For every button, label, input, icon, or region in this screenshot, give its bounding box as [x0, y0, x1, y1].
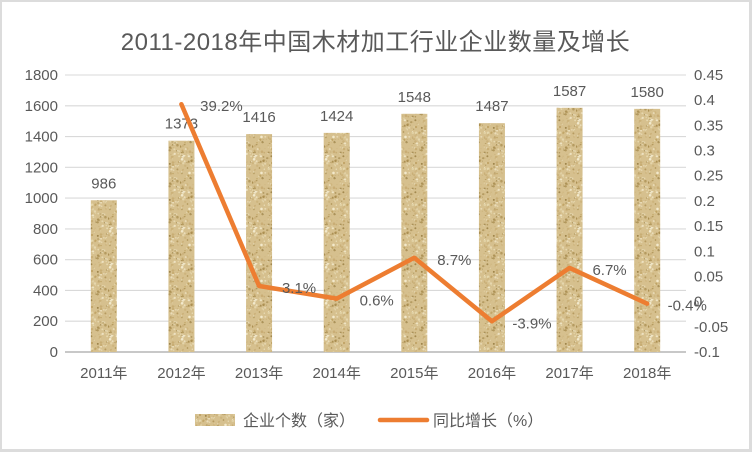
line-point-label: 6.7%	[592, 262, 626, 279]
left-axis-tick-label: 1000	[25, 190, 58, 207]
right-axis-tick-label: 0.3	[694, 143, 715, 160]
bar-2017年	[556, 107, 583, 352]
legend-bar-label: 企业个数（家）	[243, 412, 355, 430]
line-point-label: 3.1%	[282, 280, 316, 297]
left-axis-tick-label: 400	[33, 282, 58, 299]
bar-value-label: 1587	[553, 83, 586, 100]
right-axis-tick-label: 0.25	[694, 168, 723, 185]
bar-2012年	[168, 140, 195, 352]
legend-line-label: 同比增长（%）	[433, 412, 543, 430]
x-axis-label: 2017年	[545, 365, 593, 382]
bar-2013年	[246, 134, 273, 352]
bar-2015年	[401, 113, 428, 352]
legend-bar-swatch	[195, 414, 235, 426]
left-axis-tick-label: 1200	[25, 159, 58, 176]
line-point-label: -0.4%	[668, 298, 707, 315]
x-axis-label: 2016年	[468, 365, 516, 382]
left-axis-tick-label: 1600	[25, 98, 58, 115]
chart-title: 2011-2018年中国木材加工行业企业数量及增长	[120, 29, 631, 56]
right-axis-tick-label: -0.05	[694, 319, 728, 336]
bar-2014年	[323, 132, 350, 352]
x-axis-label: 2013年	[235, 365, 283, 382]
right-axis-tick-label: -0.1	[694, 344, 720, 361]
right-axis-tick-label: 0.45	[694, 67, 723, 84]
left-axis-tick-label: 800	[33, 221, 58, 238]
left-axis-tick-label: 1800	[25, 67, 58, 84]
bar-value-label: 1548	[398, 89, 431, 106]
x-axis-label: 2012年	[157, 365, 205, 382]
right-axis-tick-label: 0.15	[694, 218, 723, 235]
x-axis-label: 2011年	[80, 365, 127, 382]
left-axis-tick-label: 0	[50, 344, 58, 361]
right-axis-tick-label: 0.2	[694, 193, 715, 210]
right-axis-tick-label: 0.35	[694, 117, 723, 134]
left-axis-tick-label: 600	[33, 252, 58, 269]
left-axis-tick-label: 200	[33, 313, 58, 330]
x-axis-label: 2014年	[313, 365, 361, 382]
line-point-label: 8.7%	[437, 252, 471, 269]
bar-value-label: 986	[91, 175, 116, 192]
x-axis-label: 2015年	[390, 365, 438, 382]
left-axis-tick-label: 1400	[25, 129, 58, 146]
right-axis-tick-label: 0.4	[694, 92, 715, 109]
right-axis-tick-label: 0.1	[694, 243, 715, 260]
line-point-label: -3.9%	[512, 315, 551, 332]
bar-value-label: 1580	[631, 84, 664, 101]
bar-2011年	[90, 200, 117, 352]
line-point-label: 39.2%	[200, 98, 243, 115]
bar-value-label: 1424	[320, 108, 353, 125]
growth-line	[179, 101, 650, 324]
x-axis-label: 2018年	[623, 365, 671, 382]
right-axis-tick-label: 0.05	[694, 268, 723, 285]
bar-2018年	[634, 108, 661, 352]
right-axis-tick-label: 0	[694, 294, 702, 311]
bar-value-label: 1416	[242, 109, 275, 126]
line-point-label: 0.6%	[360, 293, 394, 310]
bar-value-label: 1487	[475, 98, 508, 115]
